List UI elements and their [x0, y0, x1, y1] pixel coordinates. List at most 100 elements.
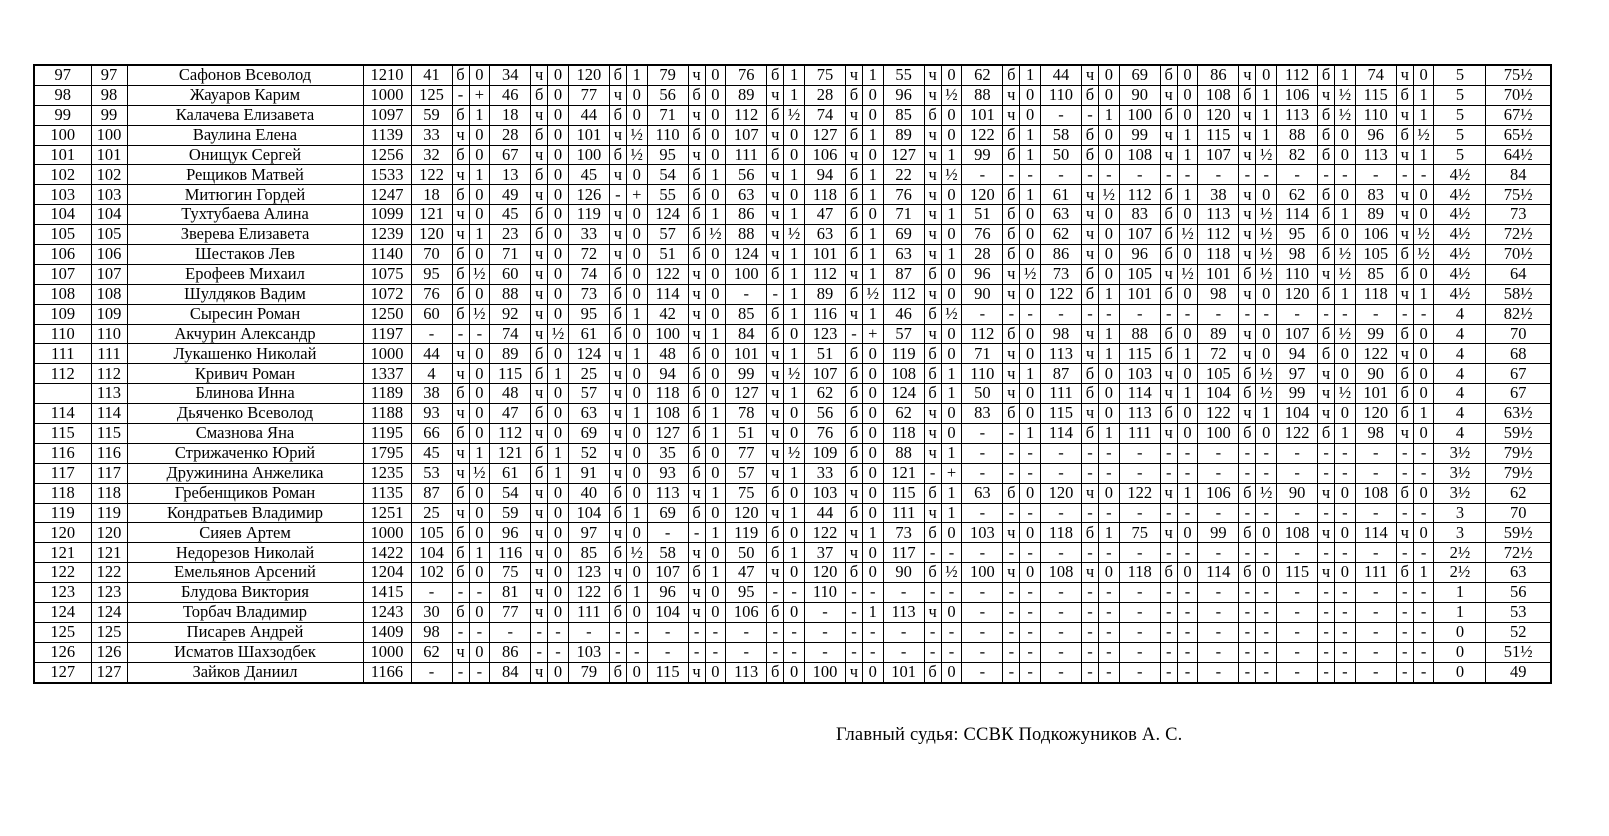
result-cell: + — [940, 462, 963, 484]
color-cell: б — [1238, 423, 1257, 444]
result-cell: - — [704, 621, 727, 643]
opponent-cell: 96 — [961, 263, 1004, 285]
result-cell: 0 — [1019, 343, 1041, 365]
color-cell: - — [608, 184, 627, 206]
result-cell: 1 — [783, 64, 805, 86]
color-cell: б — [1395, 124, 1414, 146]
start-number-cell: 116 — [90, 442, 128, 464]
start-number-cell: 123 — [90, 582, 128, 604]
opponent-cell: 44 — [803, 502, 846, 524]
opponent-cell: 63 — [803, 224, 846, 246]
result-cell: ½ — [1334, 383, 1356, 405]
color-cell: ч — [530, 423, 549, 444]
opponent-cell: - — [1118, 442, 1161, 464]
opponent-cell: 76 — [725, 64, 768, 86]
color-cell: ч — [923, 204, 942, 226]
result-cell: - — [1176, 303, 1199, 325]
result-cell: - — [1098, 164, 1120, 186]
result-cell: 0 — [468, 641, 491, 663]
result-cell: 0 — [1412, 423, 1435, 444]
result-cell: 0 — [704, 124, 727, 146]
result-cell: - — [1412, 542, 1435, 564]
color-cell: ч — [923, 442, 942, 464]
color-cell: б — [608, 283, 627, 305]
result-cell: 1 — [704, 522, 727, 544]
color-cell: б — [1238, 383, 1257, 405]
color-cell: ч — [1002, 522, 1021, 544]
opponent-cell: 122 — [1276, 423, 1319, 444]
color-cell: б — [844, 283, 863, 305]
buchholz-cell: 56 — [1485, 582, 1552, 604]
color-cell: ч — [1002, 263, 1021, 285]
color-cell: б — [1395, 482, 1414, 504]
result-cell: 1 — [625, 343, 648, 365]
result-cell: 0 — [625, 602, 648, 623]
opponent-cell: 63 — [725, 184, 768, 206]
result-cell: 0 — [861, 403, 884, 425]
result-cell: 1 — [1176, 482, 1199, 504]
color-cell: б — [608, 263, 627, 285]
opponent-cell: 70 — [410, 244, 453, 265]
buchholz-cell: 67 — [1485, 363, 1552, 385]
opponent-cell: 104 — [567, 502, 610, 524]
place-cell: 104 — [33, 204, 92, 226]
result-cell: 1 — [547, 462, 569, 484]
place-cell: 100 — [33, 124, 92, 146]
place-cell: 103 — [33, 184, 92, 206]
opponent-cell: 47 — [725, 562, 768, 584]
color-cell: б — [1238, 263, 1257, 285]
opponent-cell: - — [1040, 542, 1082, 564]
result-cell: 0 — [1098, 383, 1120, 405]
result-cell: 0 — [625, 482, 648, 504]
points-cell: 4½ — [1433, 283, 1487, 305]
color-cell: - — [1317, 303, 1336, 325]
opponent-cell: 23 — [489, 224, 532, 246]
result-cell: 0 — [861, 204, 884, 226]
opponent-cell: - — [961, 423, 1004, 444]
start-number-cell: 111 — [90, 343, 128, 365]
result-cell: 1 — [1019, 184, 1041, 206]
result-cell: - — [783, 641, 805, 663]
result-cell: 1 — [940, 502, 963, 524]
opponent-cell: 18 — [410, 184, 453, 206]
result-cell: 1 — [1334, 204, 1356, 226]
result-cell: 0 — [468, 403, 491, 425]
rating-cell: 1204 — [362, 562, 412, 584]
result-cell: 0 — [547, 104, 569, 126]
color-cell: б — [451, 423, 470, 444]
opponent-cell: - — [1040, 602, 1082, 623]
result-cell: 0 — [547, 502, 569, 524]
opponent-cell: 62 — [1040, 224, 1082, 246]
opponent-cell: 48 — [489, 383, 532, 405]
place-cell: 108 — [33, 283, 92, 305]
opponent-cell: 72 — [567, 244, 610, 265]
opponent-cell: - — [1040, 641, 1082, 663]
opponent-cell: 88 — [725, 224, 768, 246]
opponent-cell: 75 — [1118, 522, 1161, 544]
buchholz-cell: 59½ — [1485, 423, 1552, 444]
opponent-cell: 73 — [567, 283, 610, 305]
player-name-cell: Кондратьев Владимир — [126, 502, 364, 524]
opponent-cell: 35 — [646, 442, 689, 464]
result-cell: - — [1412, 164, 1435, 186]
points-cell: 4½ — [1433, 184, 1487, 206]
opponent-cell: 112 — [1118, 184, 1161, 206]
result-cell: 1 — [783, 502, 805, 524]
result-cell: ½ — [1255, 224, 1278, 246]
place-cell: 117 — [33, 462, 92, 484]
result-cell: 0 — [468, 244, 491, 265]
result-cell: 0 — [625, 442, 648, 464]
opponent-cell: 51 — [961, 204, 1004, 226]
opponent-cell: 121 — [489, 442, 532, 464]
color-cell: - — [1317, 621, 1336, 643]
color-cell: ч — [766, 462, 785, 484]
opponent-cell: 99 — [1197, 522, 1240, 544]
opponent-cell: 115 — [1276, 562, 1319, 584]
buchholz-cell: 72½ — [1485, 542, 1552, 564]
color-cell: ч — [687, 303, 706, 325]
result-cell: - — [1334, 462, 1356, 484]
result-cell: - — [1412, 502, 1435, 524]
color-cell: ч — [1081, 482, 1099, 504]
result-cell: 1 — [861, 303, 884, 325]
opponent-cell: 119 — [882, 343, 925, 365]
